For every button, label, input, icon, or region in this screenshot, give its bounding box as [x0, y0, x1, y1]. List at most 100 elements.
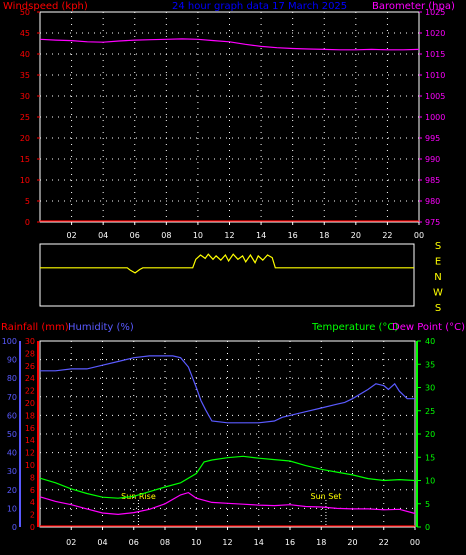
- x-tick-label: 22: [379, 538, 389, 547]
- x-tick-label: 14: [256, 231, 266, 240]
- rainfall-axis-tick-label: 24: [25, 374, 35, 383]
- x-tick-label: 20: [351, 231, 361, 240]
- barometer-axis-tick-label: 980: [425, 197, 440, 206]
- temperature-axis-tick-label: 15: [425, 453, 435, 462]
- temperature-axis-tick-label: 5: [425, 500, 430, 509]
- barometer-axis-tick-label: 975: [425, 218, 440, 227]
- x-tick-label: 04: [97, 538, 107, 547]
- windspeed-axis-tick-label: 15: [20, 155, 30, 164]
- x-tick-label: 00: [414, 231, 424, 240]
- humidity-axis-tick-label: 90: [7, 356, 17, 365]
- x-tick-label: 18: [316, 538, 326, 547]
- humidity-axis-tick-label: 80: [7, 374, 17, 383]
- top-panel: 0510152025303540455097598098599099510001…: [20, 8, 446, 240]
- bottom-panel: 0102030405060708090100024681012141618202…: [2, 337, 435, 547]
- windspeed-axis-tick-label: 20: [20, 134, 30, 143]
- rainfall-axis-tick-label: 18: [25, 411, 35, 420]
- x-tick-label: 16: [288, 231, 298, 240]
- x-tick-label: 02: [66, 231, 76, 240]
- humidity-axis-tick-label: 30: [7, 467, 17, 476]
- humidity-axis-tick-label: 20: [7, 486, 17, 495]
- wind-direction-line: [40, 253, 414, 274]
- x-tick-label: 02: [66, 538, 76, 547]
- barometer-axis-tick-label: 1025: [425, 8, 445, 17]
- humidity-axis-tick-label: 0: [12, 523, 17, 532]
- rainfall-axis-tick-label: 6: [30, 486, 35, 495]
- barometer-line: [39, 38, 420, 51]
- temperature-axis-title: Temperature (°C): [311, 322, 398, 333]
- direction-label: E: [435, 257, 441, 268]
- rainfall-axis-title: Rainfall (mm): [1, 322, 69, 333]
- sun-marker-label: Sun Rise: [121, 492, 156, 501]
- x-tick-label: 04: [98, 231, 108, 240]
- x-tick-label: 10: [191, 538, 201, 547]
- windspeed-axis-title: Windspeed (kph): [3, 1, 88, 12]
- x-tick-label: 20: [347, 538, 357, 547]
- temperature-axis-tick-label: 10: [425, 477, 435, 486]
- windspeed-axis-tick-label: 35: [20, 71, 30, 80]
- rainfall-axis-tick-label: 8: [30, 473, 35, 482]
- x-tick-label: 16: [285, 538, 295, 547]
- humidity-axis-tick-label: 100: [2, 337, 17, 346]
- humidity-axis-tick-label: 10: [7, 504, 17, 513]
- x-tick-label: 06: [130, 231, 140, 240]
- rainfall-axis-tick-label: 26: [25, 362, 35, 371]
- humidity-axis-tick-label: 60: [7, 411, 17, 420]
- humidity-axis-tick-label: 40: [7, 449, 17, 458]
- direction-label: S: [435, 303, 441, 314]
- barometer-axis-tick-label: 985: [425, 176, 440, 185]
- barometer-axis-tick-label: 1000: [425, 113, 445, 122]
- barometer-axis-tick-label: 1010: [425, 71, 445, 80]
- barometer-axis-tick-label: 1015: [425, 50, 445, 59]
- rainfall-axis-tick-label: 4: [30, 498, 35, 507]
- rainfall-axis-tick-label: 0: [30, 523, 35, 532]
- rainfall-axis-tick-label: 16: [25, 424, 35, 433]
- humidity-line: [40, 355, 415, 424]
- x-tick-label: 08: [161, 231, 171, 240]
- direction-plot-frame: [39, 243, 415, 307]
- rainfall-axis-tick-label: 14: [25, 436, 35, 445]
- dewpoint-line: [39, 491, 416, 516]
- barometer-axis-tick-label: 1020: [425, 29, 445, 38]
- temperature-line: [39, 455, 416, 499]
- dewpoint-axis-title: Dew Point (°C): [392, 322, 465, 333]
- humidity-axis-tick-label: 50: [7, 430, 17, 439]
- rainfall-axis-tick-label: 2: [30, 511, 35, 520]
- windspeed-axis-tick-label: 30: [20, 92, 30, 101]
- windspeed-axis-tick-label: 5: [25, 197, 30, 206]
- rainfall-axis-tick-label: 10: [25, 461, 35, 470]
- x-tick-label: 22: [382, 231, 392, 240]
- rainfall-axis-tick-label: 20: [25, 399, 35, 408]
- barometer-axis-tick-label: 1005: [425, 92, 445, 101]
- sun-marker-label: Sun Set: [310, 492, 341, 501]
- x-tick-label: 06: [129, 538, 139, 547]
- rainfall-axis-tick-label: 12: [25, 449, 35, 458]
- direction-label: S: [435, 241, 441, 252]
- windspeed-axis-tick-label: 40: [20, 50, 30, 59]
- humidity-axis-title: Humidity (%): [68, 322, 134, 333]
- x-tick-label: 18: [319, 231, 329, 240]
- temperature-axis-tick-label: 0: [425, 523, 430, 532]
- humidity-axis-tick-label: 70: [7, 393, 17, 402]
- windspeed-axis-tick-label: 0: [25, 218, 30, 227]
- temperature-axis-tick-label: 40: [425, 337, 435, 346]
- x-tick-label: 08: [160, 538, 170, 547]
- x-tick-label: 00: [410, 538, 420, 547]
- x-tick-label: 10: [193, 231, 203, 240]
- barometer-axis-tick-label: 990: [425, 155, 440, 164]
- windspeed-axis-tick-label: 45: [20, 29, 30, 38]
- windspeed-axis-tick-label: 25: [20, 113, 30, 122]
- windspeed-axis-tick-label: 50: [20, 8, 30, 17]
- x-tick-label: 14: [254, 538, 264, 547]
- windspeed-axis-tick-label: 10: [20, 176, 30, 185]
- top-plot-frame: [39, 11, 420, 223]
- x-tick-label: 12: [222, 538, 232, 547]
- x-tick-label: 12: [224, 231, 234, 240]
- temperature-axis-tick-label: 20: [425, 430, 435, 439]
- temperature-axis-tick-label: 30: [425, 384, 435, 393]
- temperature-axis-tick-label: 35: [425, 360, 435, 369]
- barometer-axis-tick-label: 995: [425, 134, 440, 143]
- rainfall-axis-tick-label: 28: [25, 349, 35, 358]
